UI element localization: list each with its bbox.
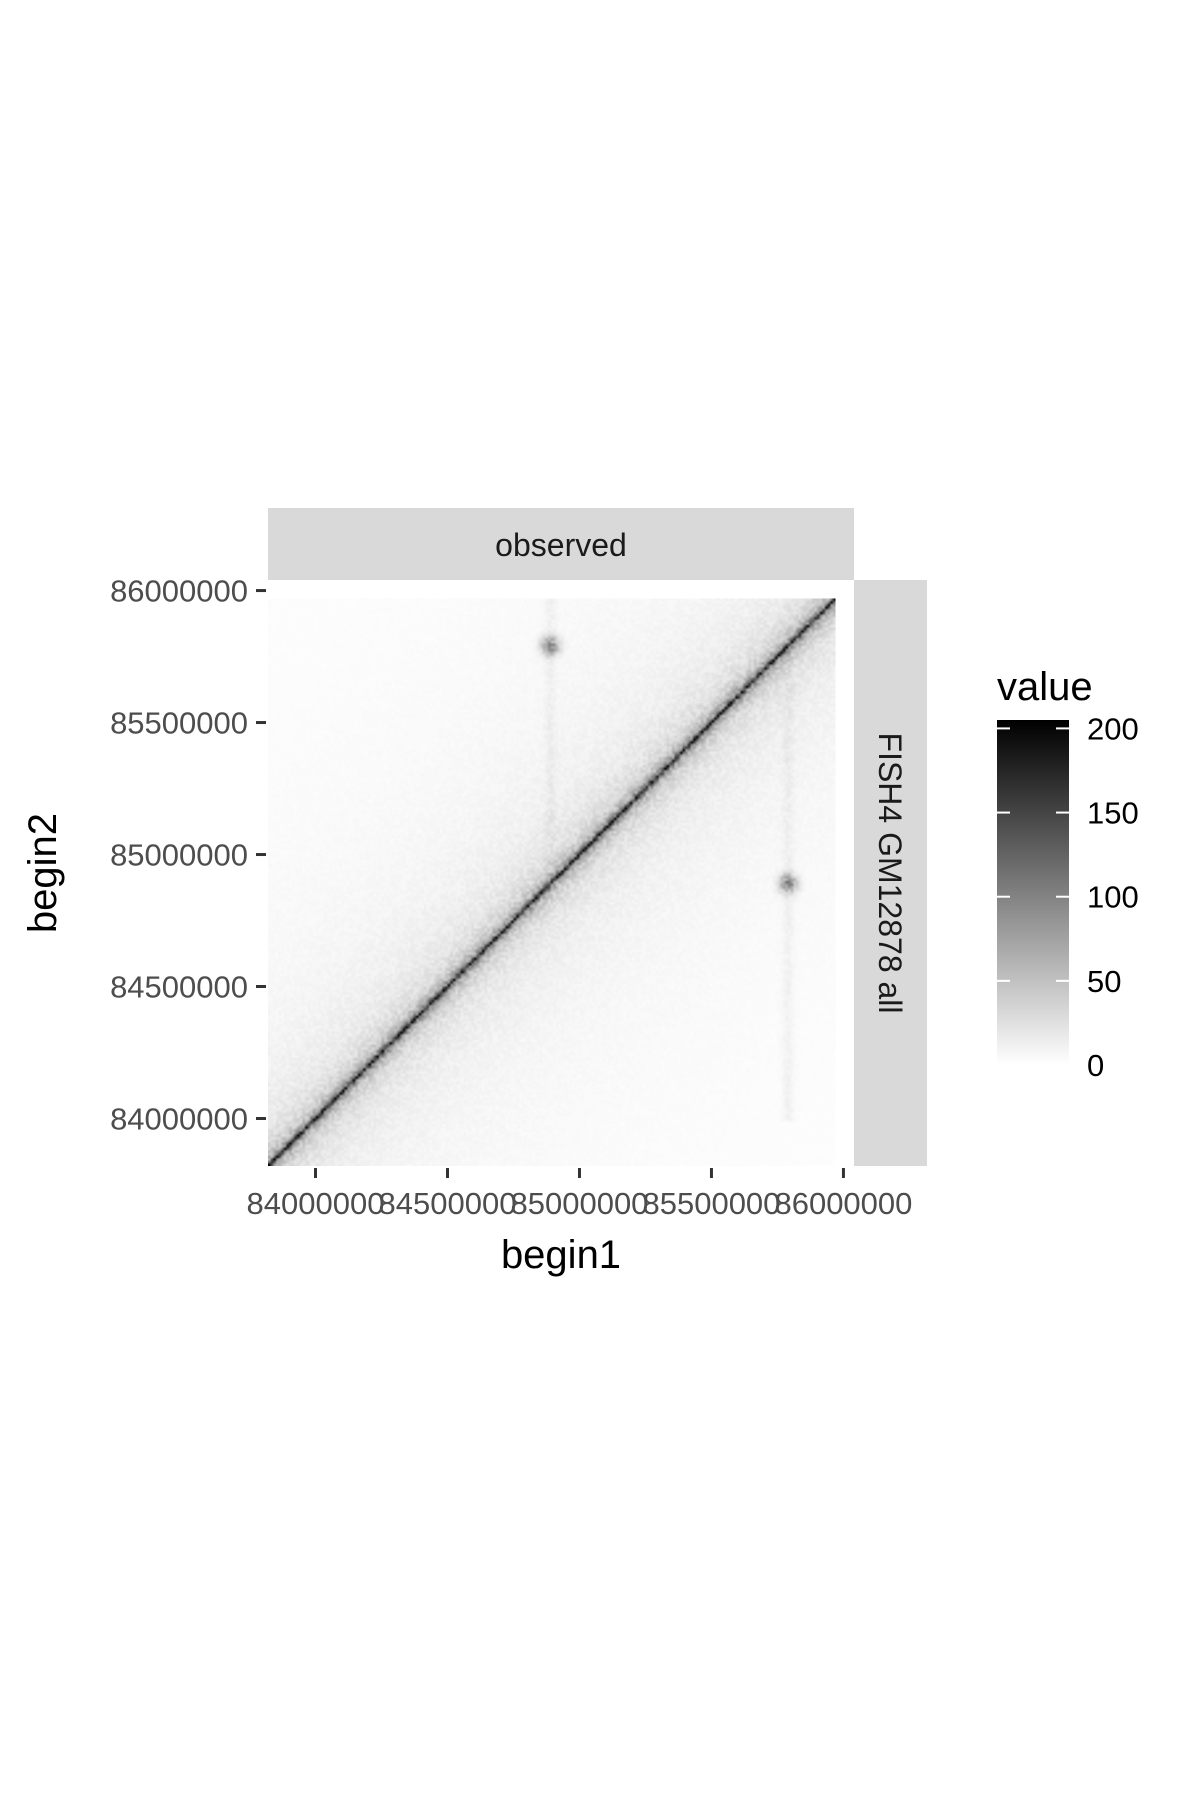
y-axis-title: begin2 <box>21 813 65 933</box>
legend-tick-label-3: 150 <box>1087 796 1139 831</box>
facet-strip-top <box>268 508 854 580</box>
y-tick-label-3: 85500000 <box>110 706 248 741</box>
y-tick-label-2: 85000000 <box>110 838 248 873</box>
heatmap-cells <box>268 598 836 1166</box>
legend-tick-label-1: 50 <box>1087 964 1121 999</box>
facet-strips: observed FISH4 GM12878 all <box>268 508 927 1166</box>
y-tick-label-0: 84000000 <box>110 1101 248 1136</box>
legend-tick-label-4: 200 <box>1087 711 1139 746</box>
y-axis: 84000000 84500000 85000000 85500000 86000000 <box>110 574 266 1136</box>
y-tick-label-1: 84500000 <box>110 970 248 1005</box>
x-tick-label-0: 84000000 <box>247 1186 385 1221</box>
x-tick-label-1: 84500000 <box>379 1186 517 1221</box>
legend-colorbar <box>997 720 1069 1065</box>
x-tick-label-4: 86000000 <box>774 1186 912 1221</box>
legend-ticks: 0 50 100 150 200 <box>997 711 1139 1083</box>
legend-title: value <box>997 665 1093 709</box>
x-tick-label-2: 85000000 <box>511 1186 649 1221</box>
heatmap-panel <box>268 580 854 1166</box>
facet-strip-right-label: FISH4 GM12878 all <box>872 732 908 1013</box>
facet-strip-right <box>854 580 927 1166</box>
legend-tick-label-2: 100 <box>1087 880 1139 915</box>
x-tick-label-3: 85500000 <box>642 1186 780 1221</box>
legend-tick-label-0: 0 <box>1087 1048 1104 1083</box>
y-tick-label-4: 86000000 <box>110 574 248 609</box>
legend: value 0 50 100 150 200 <box>997 665 1139 1083</box>
facet-strip-top-label: observed <box>495 527 627 563</box>
x-axis-title: begin1 <box>501 1233 621 1277</box>
